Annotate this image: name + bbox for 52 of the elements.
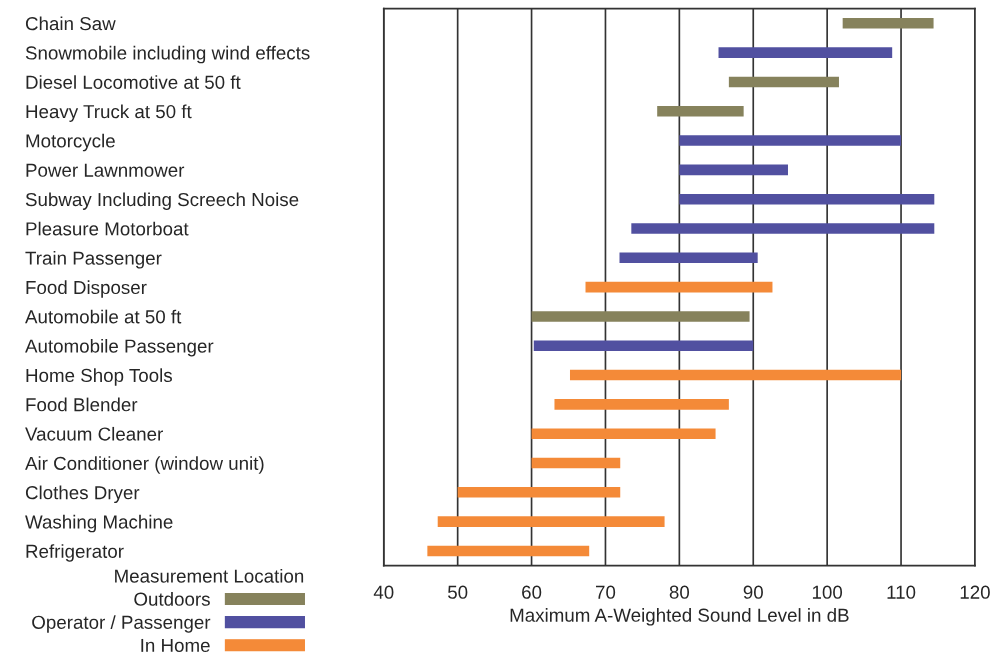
x-tick-label: 110 [887, 585, 916, 599]
y-tick-label: Air Conditioner (window unit) [25, 456, 264, 474]
bar [531, 457, 621, 469]
y-tick-label: Vacuum Cleaner [25, 426, 163, 441]
legend-label: In Home [141, 638, 210, 653]
bar [531, 311, 750, 322]
bar [437, 516, 665, 527]
bar [533, 340, 754, 352]
bar [679, 193, 935, 205]
x-tick-label: 60 [522, 585, 542, 599]
y-tick-label: Snowmobile including wind effects [25, 45, 310, 64]
bar [619, 252, 758, 264]
y-tick-label: Power Lawnmower [26, 163, 185, 177]
x-tick-label: 70 [595, 585, 616, 599]
y-tick-label: Subway Including Screech Noise [25, 192, 299, 210]
bar [457, 487, 621, 498]
bar [842, 18, 934, 29]
bar [585, 281, 773, 293]
bar [728, 76, 839, 88]
x-axis-title: Maximum A-Weighted Sound Level in dB [510, 608, 849, 626]
y-tick-label: Home Shop Tools [26, 368, 172, 386]
x-tick-label: 50 [447, 585, 468, 599]
y-tick-label: Train Passenger [25, 251, 162, 269]
bar [679, 135, 902, 146]
y-tick-label: Motorcycle [26, 133, 115, 152]
y-tick-label: Food Disposer [26, 280, 147, 298]
bar [531, 428, 716, 439]
bar [427, 545, 590, 557]
bar [657, 105, 744, 117]
x-tick-label: 100 [812, 585, 843, 599]
y-tick-label: Diesel Locomotive at 50 ft [26, 75, 241, 89]
y-tick-label: Refrigerator [26, 544, 124, 562]
legend-label: Outdoors [134, 592, 210, 606]
legend-label: Operator / Passenger [32, 615, 211, 633]
bar [569, 369, 902, 381]
y-tick-label: Automobile Passenger [25, 338, 214, 357]
x-tick-label: 90 [743, 585, 763, 599]
y-tick-label: Pleasure Motorboat [26, 221, 189, 236]
y-tick-label: Heavy Truck at 50 ft [26, 104, 192, 122]
y-tick-label: Food Blender [26, 397, 138, 412]
y-tick-label: Clothes Dryer [25, 485, 140, 504]
y-tick-label: Washing Machine [25, 514, 173, 533]
y-tick-label: Automobile at 50 ft [25, 309, 182, 324]
bar [554, 399, 729, 410]
legend-title: Measurement Location [115, 568, 304, 583]
bar [679, 164, 788, 176]
x-tick-label: 80 [669, 585, 690, 599]
x-tick-label: 40 [373, 585, 394, 599]
bar [718, 47, 893, 58]
y-tick-label: Chain Saw [25, 16, 116, 31]
x-tick-label: 120 [960, 585, 990, 599]
bar [631, 223, 935, 234]
